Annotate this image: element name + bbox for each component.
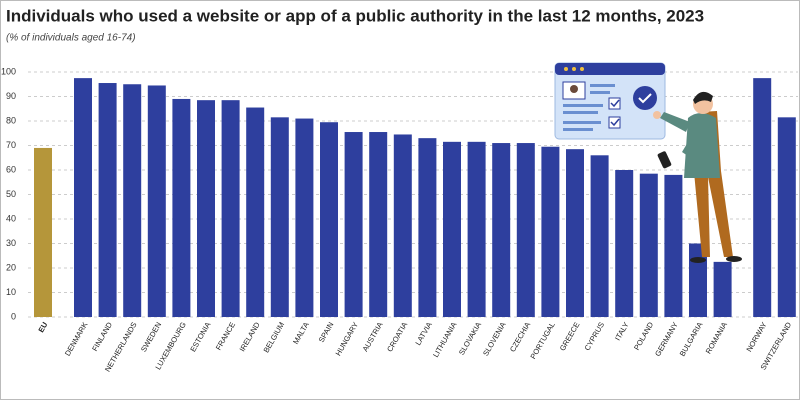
- bar: [197, 100, 215, 317]
- bar: [777, 117, 796, 317]
- bar: [615, 170, 634, 317]
- bar: [753, 78, 772, 317]
- bar: [443, 141, 461, 317]
- bar: [369, 132, 388, 317]
- illustration: [554, 62, 742, 263]
- bar: [34, 147, 52, 317]
- bar: [246, 107, 265, 318]
- bar: [221, 100, 240, 317]
- bar: [492, 143, 511, 317]
- bar: [123, 84, 142, 317]
- y-tick-label: 80: [6, 115, 16, 125]
- y-tick-label: 50: [6, 189, 16, 199]
- bar: [98, 83, 117, 318]
- bar: [566, 149, 584, 317]
- bar: [590, 155, 609, 317]
- bar: [713, 261, 732, 317]
- bar: [74, 78, 92, 317]
- bar: [467, 141, 486, 317]
- y-tick-label: 60: [6, 164, 16, 174]
- y-tick-label: 100: [1, 66, 16, 76]
- bar: [270, 117, 289, 317]
- chart-title: Individuals who used a website or app of…: [6, 6, 704, 25]
- bar: [541, 146, 560, 317]
- bar: [418, 138, 437, 317]
- bar: [147, 85, 166, 317]
- bar: [664, 174, 683, 317]
- chart-subtitle: (% of individuals aged 16-74): [6, 33, 136, 44]
- bar: [516, 143, 535, 317]
- bar: [344, 132, 363, 317]
- y-tick-label: 20: [6, 262, 16, 272]
- y-tick-label: 30: [6, 238, 16, 248]
- bar: [172, 98, 191, 317]
- bar: [393, 134, 412, 317]
- bar: [320, 122, 338, 317]
- bar: [295, 118, 314, 317]
- y-tick-label: 0: [11, 311, 16, 321]
- y-tick-label: 90: [6, 91, 16, 101]
- y-tick-label: 70: [6, 140, 16, 150]
- y-tick-label: 10: [6, 287, 16, 297]
- y-tick-label: 40: [6, 213, 16, 223]
- bar: [639, 173, 658, 317]
